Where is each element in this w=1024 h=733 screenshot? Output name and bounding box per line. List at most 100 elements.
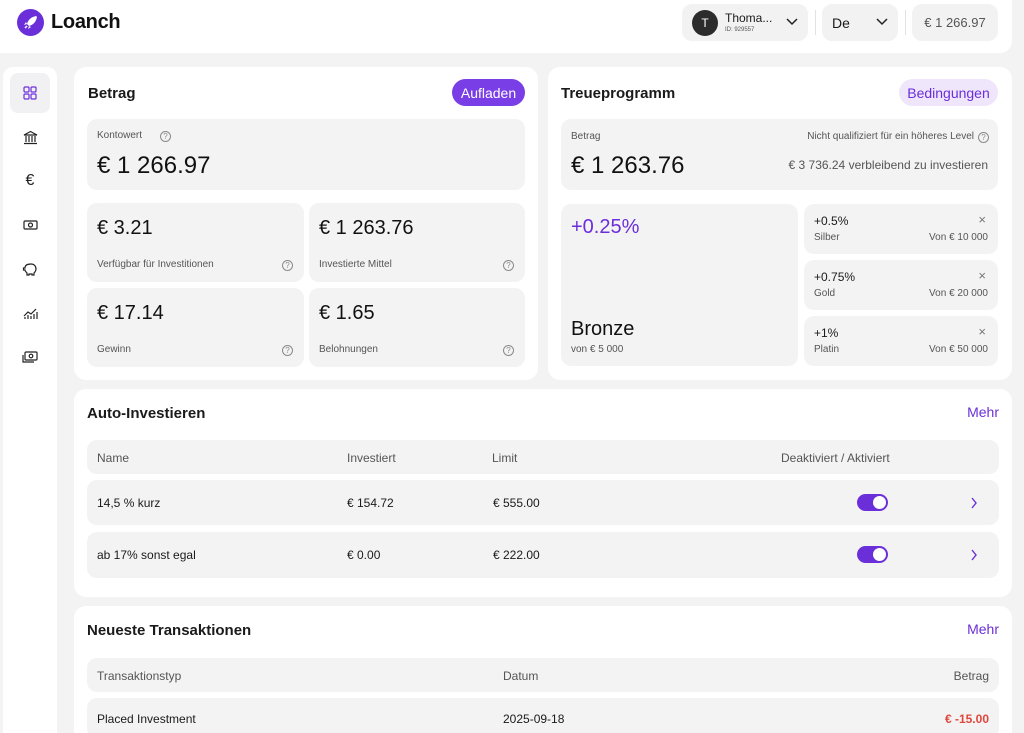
invested-value: € 1 263.76 bbox=[319, 217, 414, 239]
column-header: Investiert bbox=[347, 451, 396, 465]
account-value: € 1 266.97 bbox=[97, 152, 211, 179]
level-name: Silber bbox=[814, 232, 840, 243]
help-icon[interactable]: ? bbox=[978, 132, 989, 143]
language-select[interactable]: De bbox=[822, 4, 898, 41]
chart-icon bbox=[23, 308, 38, 319]
loyalty-card-title: Treueprogramm bbox=[561, 85, 676, 102]
table-row[interactable]: Placed Investment 2025-09-18 € -15.00 bbox=[87, 698, 999, 733]
sidebar-item-savings[interactable] bbox=[10, 249, 50, 289]
close-icon: × bbox=[978, 212, 986, 227]
column-header: Transaktionstyp bbox=[97, 669, 182, 683]
active-toggle[interactable] bbox=[857, 546, 888, 563]
conditions-button[interactable]: Bedingungen bbox=[899, 79, 998, 106]
rule-name: 14,5 % kurz bbox=[97, 496, 161, 510]
chevron-right-icon[interactable] bbox=[970, 497, 978, 509]
available-value: € 3.21 bbox=[97, 217, 153, 239]
rule-invested: € 0.00 bbox=[347, 548, 381, 562]
current-level-threshold: von € 5 000 bbox=[571, 344, 624, 355]
remaining-amount: € 3 736.24 verbleibend zu investieren bbox=[788, 158, 988, 172]
chevron-down-icon bbox=[876, 18, 888, 26]
table-row[interactable]: ab 17% sonst egal € 0.00 € 222.00 bbox=[87, 532, 999, 578]
sidebar-item-banknote[interactable] bbox=[10, 205, 50, 245]
avatar: T bbox=[692, 9, 718, 36]
auto-invest-title: Auto-Investieren bbox=[87, 405, 206, 422]
language-value: De bbox=[832, 14, 850, 31]
sidebar-item-bank[interactable] bbox=[10, 117, 50, 157]
qualify-note: Nicht qualifiziert für ein höheres Level bbox=[807, 131, 974, 142]
top-up-button[interactable]: Aufladen bbox=[452, 79, 525, 106]
profit-tile: € 17.14 Gewinn ? bbox=[87, 288, 304, 367]
rule-invested: € 154.72 bbox=[347, 496, 394, 510]
auto-invest-card: Auto-Investieren Mehr Name Investiert Li… bbox=[74, 389, 1012, 597]
chevron-right-icon[interactable] bbox=[970, 549, 978, 561]
dashboard-icon bbox=[23, 86, 37, 100]
user-name: Thoma... bbox=[725, 11, 773, 25]
help-icon[interactable]: ? bbox=[503, 345, 514, 356]
bank-icon bbox=[23, 130, 37, 144]
level-rate: +0.5% bbox=[814, 214, 849, 228]
rule-limit: € 222.00 bbox=[493, 548, 540, 562]
help-icon[interactable]: ? bbox=[160, 131, 171, 142]
invested-label: Investierte Mittel bbox=[319, 259, 392, 270]
header-balance: € 1 266.97 bbox=[912, 4, 998, 41]
current-level-name: Bronze bbox=[571, 318, 635, 340]
balance-card: Betrag Aufladen Kontowert ? € 1 266.97 €… bbox=[74, 67, 538, 380]
current-level-rate: +0.25% bbox=[571, 216, 640, 238]
table-header: Name Investiert Limit Deaktiviert / Akti… bbox=[87, 440, 999, 474]
transactions-title: Neueste Transaktionen bbox=[87, 622, 252, 639]
top-bar: Loanch T Thoma... ID: 929557 De € 1 266.… bbox=[0, 0, 1012, 53]
transactions-more-link[interactable]: Mehr bbox=[967, 621, 999, 637]
level-platinum-tile: +1% Platin × Von € 50 000 bbox=[804, 316, 998, 366]
loyalty-amount-label: Betrag bbox=[571, 131, 601, 142]
table-header: Transaktionstyp Datum Betrag bbox=[87, 658, 999, 692]
profit-label: Gewinn bbox=[97, 344, 131, 355]
column-header: Datum bbox=[503, 669, 539, 683]
transaction-amount: € -15.00 bbox=[944, 712, 989, 726]
piggy-bank-icon bbox=[22, 263, 37, 276]
sidebar-item-dashboard[interactable] bbox=[10, 73, 50, 113]
help-icon[interactable]: ? bbox=[282, 345, 293, 356]
transaction-type: Placed Investment bbox=[97, 712, 196, 726]
help-icon[interactable]: ? bbox=[282, 260, 293, 271]
logo[interactable]: Loanch bbox=[17, 9, 121, 36]
account-value-tile: Kontowert ? € 1 266.97 bbox=[87, 119, 525, 190]
loyalty-amount-tile: Betrag € 1 263.76 Nicht qualifiziert für… bbox=[561, 119, 998, 190]
current-level-tile: +0.25% Bronze von € 5 000 bbox=[561, 204, 798, 366]
money-icon bbox=[22, 350, 38, 363]
auto-invest-more-link[interactable]: Mehr bbox=[967, 404, 999, 420]
level-threshold: Von € 20 000 bbox=[929, 288, 988, 299]
level-threshold: Von € 10 000 bbox=[929, 232, 988, 243]
close-icon: × bbox=[978, 268, 986, 283]
sidebar: € bbox=[3, 67, 57, 733]
rule-name: ab 17% sonst egal bbox=[97, 548, 196, 562]
user-id: ID: 929557 bbox=[725, 27, 755, 33]
available-label: Verfügbar für Investitionen bbox=[97, 259, 214, 270]
invested-tile: € 1 263.76 Investierte Mittel ? bbox=[309, 203, 525, 282]
level-name: Gold bbox=[814, 288, 836, 299]
user-menu[interactable]: T Thoma... ID: 929557 bbox=[682, 4, 808, 41]
divider bbox=[905, 10, 906, 35]
column-header: Betrag bbox=[953, 669, 989, 683]
rewards-label: Belohnungen bbox=[319, 344, 378, 355]
sidebar-item-payments[interactable] bbox=[10, 337, 50, 377]
help-icon[interactable]: ? bbox=[503, 260, 514, 271]
table-row[interactable]: 14,5 % kurz € 154.72 € 555.00 bbox=[87, 480, 999, 525]
rewards-tile: € 1.65 Belohnungen ? bbox=[309, 288, 525, 367]
chevron-down-icon bbox=[786, 18, 798, 26]
sidebar-item-euro[interactable]: € bbox=[10, 161, 50, 201]
rewards-value: € 1.65 bbox=[319, 302, 375, 324]
active-toggle[interactable] bbox=[857, 494, 888, 511]
sidebar-item-statistics[interactable] bbox=[10, 293, 50, 333]
app-name: Loanch bbox=[51, 11, 121, 33]
banknote-icon bbox=[22, 220, 38, 230]
rocket-icon bbox=[17, 9, 44, 36]
rule-limit: € 555.00 bbox=[493, 496, 540, 510]
level-name: Platin bbox=[814, 344, 840, 355]
column-header: Deaktiviert / Aktiviert bbox=[781, 451, 890, 465]
available-tile: € 3.21 Verfügbar für Investitionen ? bbox=[87, 203, 304, 282]
account-value-label: Kontowert bbox=[97, 130, 143, 141]
euro-icon: € bbox=[25, 172, 35, 189]
loyalty-amount: € 1 263.76 bbox=[571, 152, 685, 179]
level-threshold: Von € 50 000 bbox=[929, 344, 988, 355]
level-gold-tile: +0.75% Gold × Von € 20 000 bbox=[804, 260, 998, 310]
